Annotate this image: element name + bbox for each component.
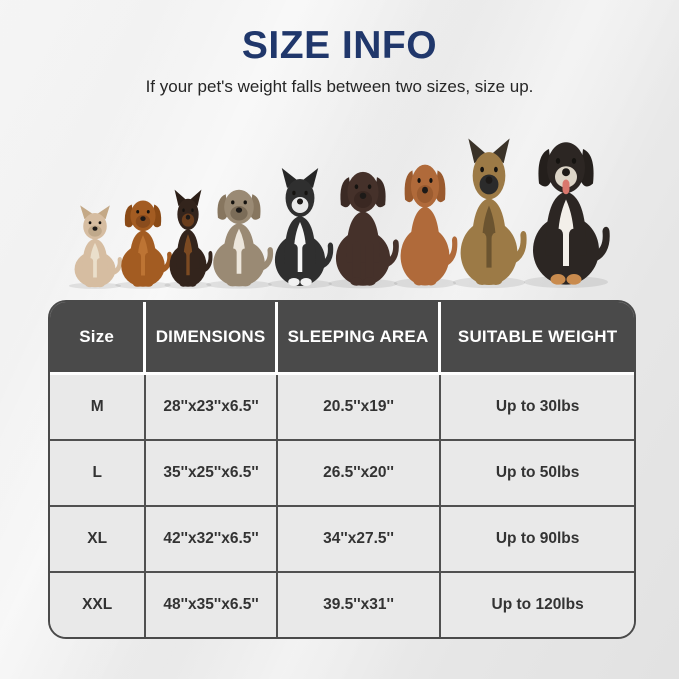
column-header-sleeping-area: SLEEPING AREA	[277, 302, 442, 375]
cell-m-suitable-weight: Up to 30lbs	[441, 375, 634, 441]
page-subtitle: If your pet's weight falls between two s…	[145, 77, 534, 96]
dog-cavalier-king-charles-spaniel	[110, 190, 176, 290]
column-header-dimensions: DIMENSIONS	[146, 302, 278, 375]
cell-xxl-sleeping-area: 39.5''x31''	[277, 573, 442, 637]
dog-border-collie	[262, 166, 338, 290]
cell-xxl-dimensions: 48''x35''x6.5''	[146, 573, 278, 637]
dog-miniature-pinscher	[160, 188, 216, 290]
cell-xl-dimensions: 42''x32''x6.5''	[146, 507, 278, 573]
column-header-suitable-weight: SUITABLE WEIGHT	[441, 302, 634, 375]
column-header-size: Size	[50, 302, 147, 375]
table-row-m: M 28''x23''x6.5'' 20.5''x19'' Up to 30lbs	[50, 375, 634, 441]
table-row-l: L 35''x25''x6.5'' 26.5''x20'' Up to 50lbs	[50, 441, 634, 507]
cell-xl-sleeping-area: 34''x27.5''	[277, 507, 442, 573]
dog-french-bulldog	[64, 204, 126, 290]
dog-german-shepherd	[446, 136, 532, 290]
cell-xl-suitable-weight: Up to 90lbs	[441, 507, 634, 573]
size-table-grid: Size DIMENSIONS SLEEPING AREA SUITABLE WEIG…	[50, 302, 634, 637]
page-title: SIZE INFO	[241, 24, 438, 67]
dog-vizsla	[388, 150, 462, 290]
size-table: Size DIMENSIONS SLEEPING AREA SUITABLE WEIG…	[48, 300, 636, 639]
table-row-xxl: XXL 48''x35''x6.5'' 39.5''x31'' Up to 120lb…	[50, 573, 634, 637]
cell-xxl-size: XXL	[50, 573, 147, 637]
cell-l-dimensions: 35''x25''x6.5''	[146, 441, 278, 507]
cell-l-suitable-weight: Up to 50lbs	[441, 441, 634, 507]
size-table-header-row: Size DIMENSIONS SLEEPING AREA SUITABLE WEIG…	[50, 302, 634, 375]
cell-m-dimensions: 28''x23''x6.5''	[146, 375, 278, 441]
dog-lineup-image	[56, 116, 623, 290]
table-row-xl: XL 42''x32''x6.5'' 34''x27.5'' Up to 90lbs	[50, 507, 634, 573]
dog-english-bulldog	[200, 178, 278, 290]
cell-m-sleeping-area: 20.5''x19''	[277, 375, 442, 441]
cell-l-sleeping-area: 26.5''x20''	[277, 441, 442, 507]
cell-xxl-suitable-weight: Up to 120lbs	[441, 573, 634, 637]
cell-xl-size: XL	[50, 507, 147, 573]
cell-l-size: L	[50, 441, 147, 507]
dog-chocolate-labrador	[322, 158, 404, 290]
cell-m-size: M	[50, 375, 147, 441]
dog-bernese-mountain-dog	[516, 125, 616, 290]
size-table-body: M 28''x23''x6.5'' 20.5''x19'' Up to 30lbs L 3…	[50, 375, 634, 637]
